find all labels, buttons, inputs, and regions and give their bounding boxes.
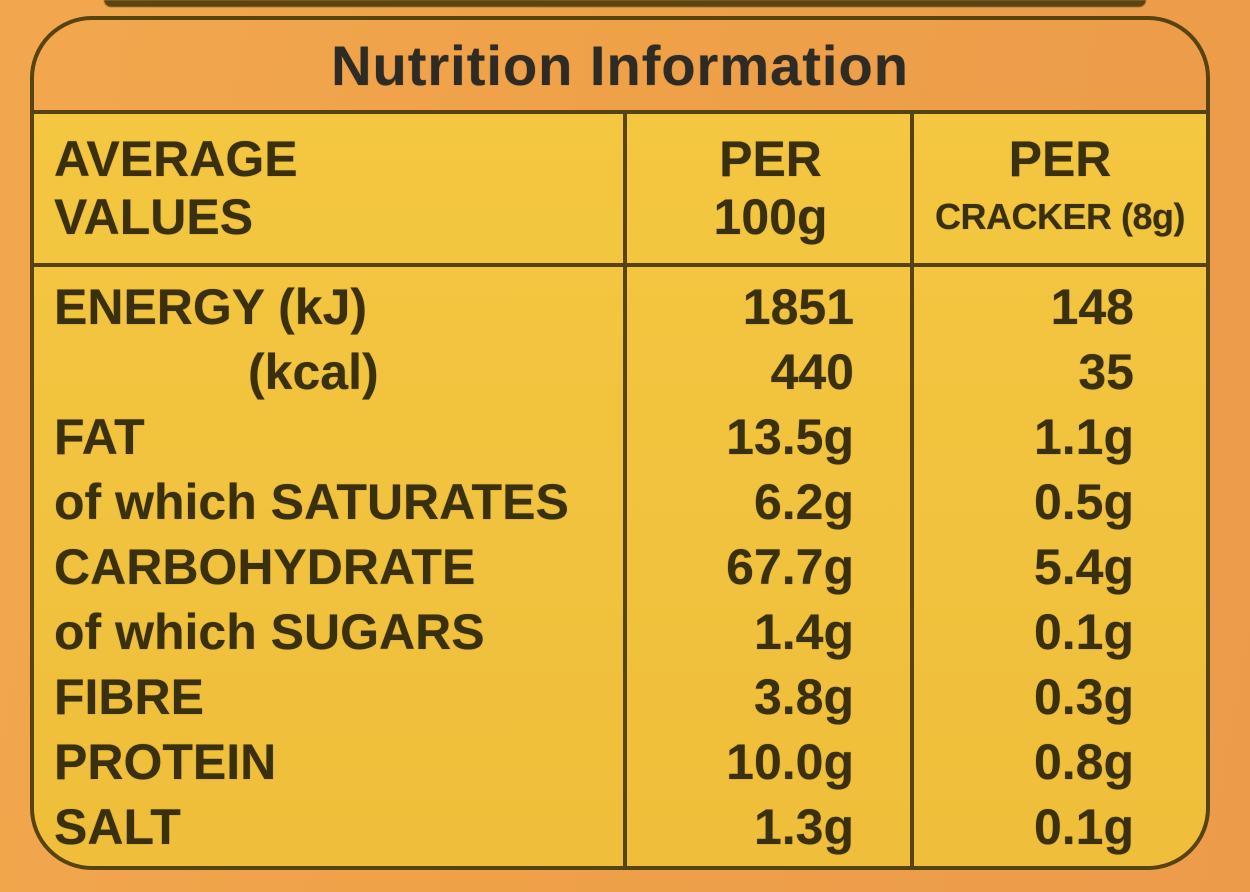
row-label: FIBRE [54,669,204,725]
row-value-per-cracker: 1.1g [1033,409,1134,465]
row-label: SALT [54,799,181,855]
row-value-per-cracker: 0.8g [1033,734,1134,790]
row-value-per-cracker: 0.3g [1033,669,1134,725]
table-row: FAT 13.5g 1.1g [34,405,1206,470]
row-value-per-100g: 13.5g [726,409,854,465]
row-value-per-100g: 10.0g [726,734,854,790]
row-value-per-cracker: 148 [1050,279,1134,335]
row-value-per-cracker: 5.4g [1033,539,1134,595]
table-row: CARBOHYDRATE 67.7g 5.4g [34,535,1206,600]
row-value-per-100g: 1.4g [753,604,854,660]
row-label: ENERGY (kJ) [54,279,368,335]
header-100g-line: 100g [713,189,828,245]
table-row: PROTEIN 10.0g 0.8g [34,730,1206,795]
table-body: ENERGY (kJ) 1851 148 (kcal) 440 35 FAT 1… [34,271,1206,860]
table-row: of which SUGARS 1.4g 0.1g [34,600,1206,665]
column-divider-2 [910,114,914,866]
row-label: CARBOHYDRATE [54,539,476,595]
row-value-per-cracker: 0.1g [1033,799,1134,855]
label-title: Nutrition Information [331,34,909,97]
header-per-100g: PER 100g [627,114,914,263]
header-cracker-8g-line: CRACKER (8g) [935,196,1186,237]
table-row: FIBRE 3.8g 0.3g [34,665,1206,730]
row-value-per-100g: 6.2g [753,474,854,530]
row-value-per-cracker: 35 [1078,344,1134,400]
column-divider-1 [623,114,627,866]
table-row: of which SATURATES 6.2g 0.5g [34,470,1206,535]
row-value-per-100g: 3.8g [753,669,854,725]
table-header: AVERAGE VALUES PER 100g PER CRACKER (8g) [34,114,1206,267]
header-values-line: VALUES [54,189,254,245]
nutrition-table: AVERAGE VALUES PER 100g PER CRACKER (8g)… [34,110,1206,866]
table-row: SALT 1.3g 0.1g [34,795,1206,860]
header-per-cracker: PER CRACKER (8g) [914,114,1206,263]
header-per-line: PER [1008,131,1112,187]
title-band: Nutrition Information [34,20,1206,110]
row-label: FAT [54,409,145,465]
row-value-per-cracker: 0.5g [1033,474,1134,530]
row-value-per-100g: 67.7g [726,539,854,595]
row-value-per-cracker: 0.1g [1033,604,1134,660]
row-value-per-100g: 1.3g [753,799,854,855]
row-label: (kcal) [248,344,379,400]
header-average-line: AVERAGE [54,131,298,187]
header-average-values: AVERAGE VALUES [34,114,627,263]
row-label: of which SUGARS [54,604,485,660]
nutrition-label: Nutrition Information AVERAGE VALUES PER… [30,16,1210,870]
package-print-edge [104,0,1146,7]
row-label: PROTEIN [54,734,277,790]
row-label: of which SATURATES [54,474,569,530]
header-per-line: PER [719,131,822,187]
table-row: (kcal) 440 35 [34,340,1206,405]
row-value-per-100g: 440 [770,344,854,400]
table-row: ENERGY (kJ) 1851 148 [34,275,1206,340]
row-value-per-100g: 1851 [742,279,854,335]
